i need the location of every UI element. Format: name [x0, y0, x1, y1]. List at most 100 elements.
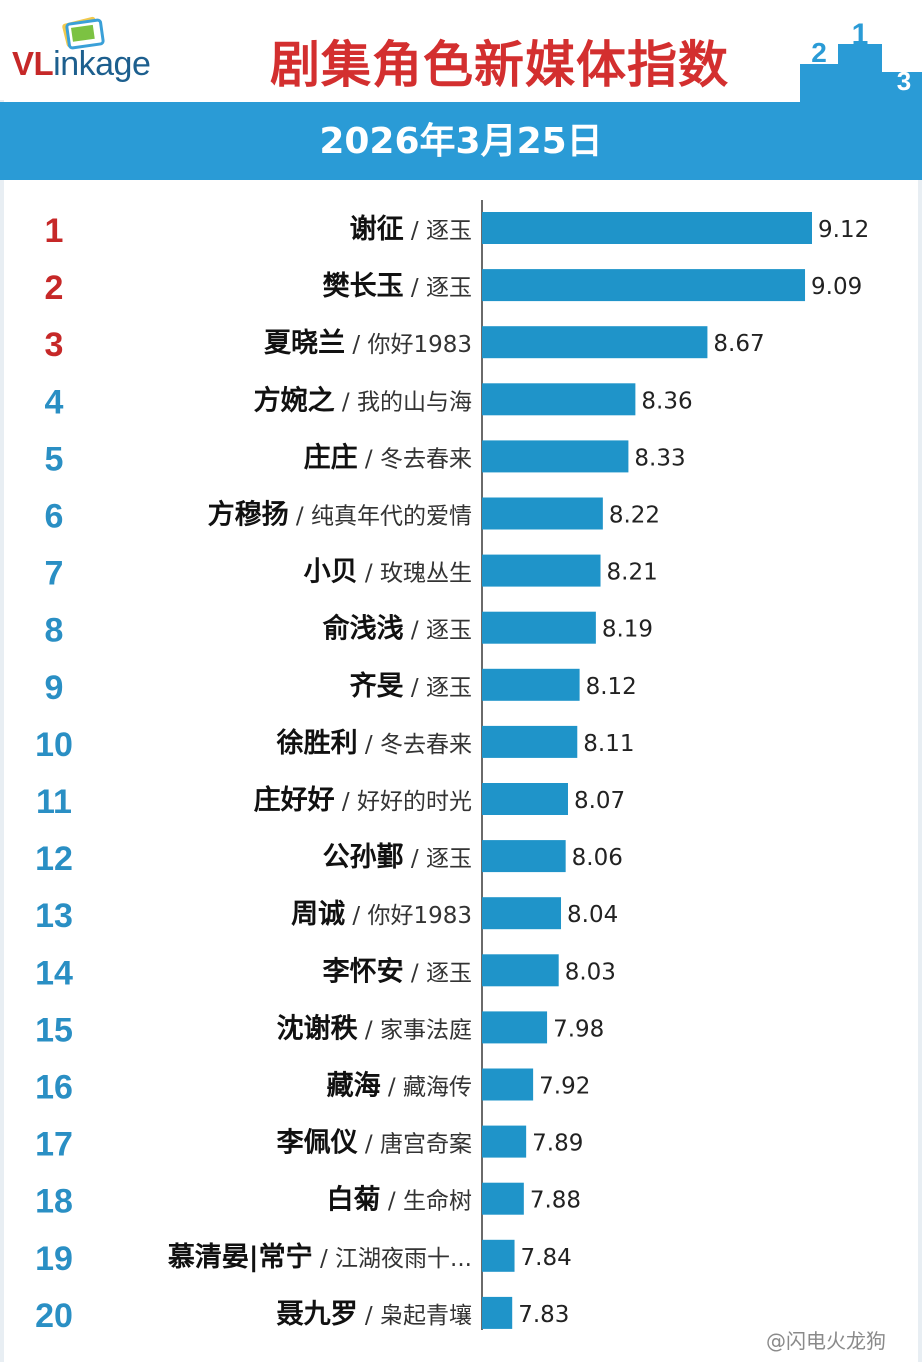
data-label: 8.33 — [634, 445, 685, 471]
character-name: 白菊 — [327, 1184, 381, 1216]
rank-label: 7 — [45, 555, 64, 593]
data-label: 7.92 — [539, 1074, 590, 1100]
drama-name: / 逐玉 — [404, 960, 472, 986]
drama-name: / 唐宫奇案 — [358, 1132, 472, 1158]
bar — [482, 554, 601, 587]
drama-name: / 江湖夜雨十... — [313, 1246, 472, 1272]
character-name: 樊长玉 — [323, 271, 404, 302]
category-label: 李佩仪 / 唐宫奇案 — [276, 1128, 472, 1159]
rank-label: 18 — [35, 1183, 73, 1221]
podium-label-1: 1 — [852, 18, 869, 51]
date-banner: 2026年3月25日 — [0, 102, 922, 180]
bar — [482, 497, 603, 530]
category-label: 方婉之 / 我的山与海 — [254, 384, 472, 416]
logo-prefix: VL — [12, 45, 54, 82]
bar — [482, 725, 578, 758]
character-name: 李怀安 — [322, 956, 404, 987]
character-name: 庄好好 — [254, 784, 335, 816]
drama-name: / 家事法庭 — [358, 1017, 472, 1043]
category-label: 沈谢秩 / 家事法庭 — [277, 1013, 472, 1044]
bar — [482, 897, 562, 930]
logo-suffix: inkage — [53, 45, 151, 83]
character-name: 徐胜利 — [276, 727, 358, 759]
rank-label: 2 — [45, 269, 64, 307]
category-label: 公孙鄞 / 逐玉 — [323, 842, 472, 873]
podium-icon: 2 1 3 — [800, 18, 922, 102]
rank-label: 3 — [45, 326, 64, 364]
drama-name: / 你好1983 — [345, 332, 472, 358]
bar — [482, 383, 636, 416]
category-label: 俞浅浅 / 逐玉 — [322, 613, 472, 645]
character-name: 藏海 — [327, 1071, 381, 1102]
bar — [482, 269, 806, 302]
bar — [482, 1068, 534, 1101]
bar — [482, 1239, 515, 1272]
ranking-bar-chart: 1 谢征 / 逐玉 9.12 2 樊长玉 / 逐玉 9.09 3 夏晓兰 / 你好1983 8.… — [35, 200, 869, 1330]
character-name: 聂九罗 — [277, 1299, 358, 1330]
character-name: 小贝 — [304, 557, 358, 588]
character-name: 沈谢秩 — [277, 1013, 358, 1044]
watermark: @闪电火龙狗 — [766, 1329, 886, 1353]
rank-label: 8 — [45, 612, 64, 650]
data-label: 9.09 — [811, 274, 862, 300]
drama-name: / 藏海传 — [381, 1075, 472, 1101]
drama-name: / 逐玉 — [404, 618, 472, 644]
drama-name: / 冬去春来 — [358, 446, 472, 472]
data-label: 7.83 — [518, 1302, 569, 1328]
bar — [482, 212, 812, 244]
character-name: 慕清晏|常宁 — [168, 1241, 313, 1273]
drama-name: / 好好的时光 — [335, 789, 472, 815]
character-name: 谢征 — [350, 214, 404, 245]
category-label: 徐胜利 / 冬去春来 — [276, 727, 472, 759]
category-label: 方穆扬 / 纯真年代的爱情 — [208, 499, 472, 531]
drama-name: / 逐玉 — [404, 218, 472, 244]
drama-name: / 纯真年代的爱情 — [289, 504, 472, 530]
drama-name: / 逐玉 — [404, 675, 472, 701]
category-label: 樊长玉 / 逐玉 — [323, 271, 472, 302]
rank-label: 11 — [36, 783, 72, 821]
data-label: 8.06 — [572, 845, 623, 871]
podium-label-2: 2 — [811, 37, 827, 68]
category-label: 李怀安 / 逐玉 — [322, 956, 472, 987]
rank-label: 20 — [35, 1297, 73, 1330]
bar — [482, 668, 580, 701]
character-name: 庄庄 — [304, 441, 358, 473]
bar — [482, 1296, 513, 1329]
data-label: 9.12 — [818, 217, 869, 243]
date-label: 2026年3月25日 — [319, 121, 603, 162]
data-label: 7.89 — [532, 1131, 583, 1157]
podium-label-3: 3 — [897, 66, 911, 96]
data-label: 8.12 — [586, 674, 637, 700]
header: VLinkage 剧集角色新媒体指数 2 1 3 — [0, 0, 922, 102]
character-name: 公孙鄞 — [323, 842, 404, 873]
rank-label: 5 — [45, 440, 64, 478]
data-label: 8.11 — [583, 731, 634, 757]
data-label: 7.98 — [553, 1016, 604, 1042]
bar — [482, 840, 566, 873]
category-label: 谢征 / 逐玉 — [350, 214, 472, 245]
rank-label: 6 — [45, 498, 64, 536]
character-name: 夏晓兰 — [264, 328, 345, 359]
drama-name: / 你好1983 — [345, 903, 472, 929]
bar — [482, 611, 596, 644]
category-label: 夏晓兰 / 你好1983 — [264, 328, 472, 359]
category-label: 庄好好 / 好好的时光 — [254, 784, 472, 816]
bar — [482, 440, 629, 473]
category-label: 庄庄 / 冬去春来 — [304, 441, 472, 473]
rank-label: 15 — [35, 1011, 73, 1049]
data-label: 8.19 — [602, 617, 653, 643]
drama-name: / 生命树 — [381, 1189, 472, 1215]
category-label: 齐旻 / 逐玉 — [350, 670, 472, 702]
character-name: 李佩仪 — [276, 1128, 358, 1159]
drama-name: / 冬去春来 — [358, 732, 472, 758]
bar — [482, 783, 568, 815]
data-label: 8.21 — [607, 560, 658, 586]
rank-label: 10 — [35, 726, 73, 764]
drama-name: / 逐玉 — [404, 846, 472, 872]
bar — [482, 1011, 548, 1044]
drama-name: / 枭起青壤 — [358, 1303, 472, 1329]
category-label: 白菊 / 生命树 — [327, 1184, 472, 1216]
data-label: 8.22 — [609, 503, 660, 529]
category-label: 慕清晏|常宁 / 江湖夜雨十... — [168, 1241, 472, 1273]
